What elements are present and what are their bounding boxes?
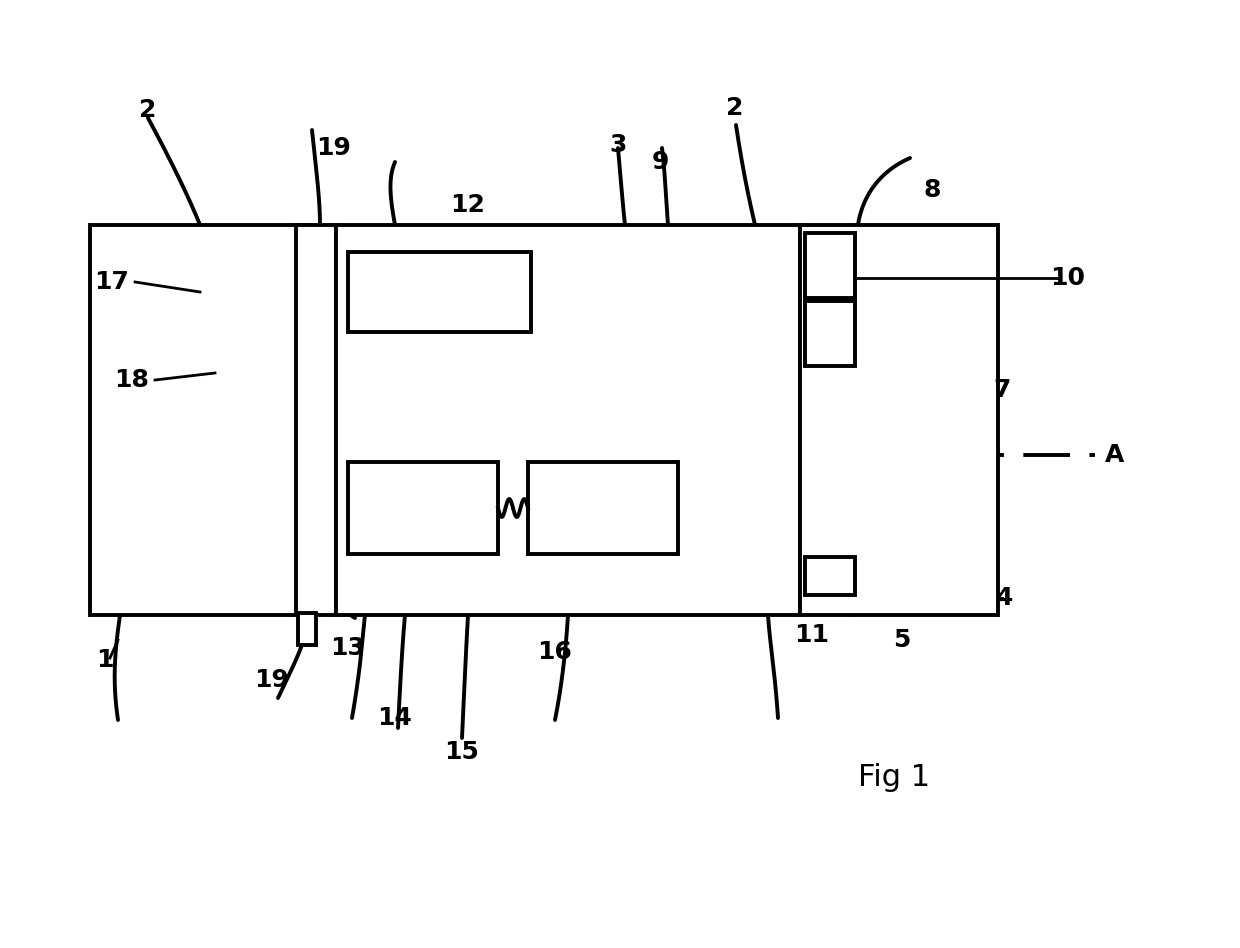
- Text: 10: 10: [1050, 266, 1085, 290]
- Text: 13: 13: [331, 636, 366, 660]
- Bar: [91, 225, 308, 615]
- Text: 14: 14: [377, 706, 413, 730]
- Bar: [800, 225, 998, 615]
- Text: 7: 7: [993, 378, 1011, 402]
- Text: 12: 12: [450, 193, 485, 217]
- Text: 17: 17: [94, 270, 129, 294]
- Text: 19: 19: [254, 668, 289, 692]
- Text: 1: 1: [97, 648, 114, 672]
- Bar: [805, 233, 856, 298]
- Text: 11: 11: [795, 623, 830, 647]
- Bar: [348, 252, 531, 332]
- Bar: [528, 462, 678, 554]
- Text: 8: 8: [924, 178, 941, 202]
- Bar: [805, 557, 856, 595]
- Text: 4: 4: [996, 586, 1013, 610]
- Bar: [348, 462, 498, 554]
- Text: 9: 9: [651, 150, 668, 174]
- Text: 15: 15: [445, 740, 480, 764]
- Bar: [298, 613, 316, 645]
- Text: 5: 5: [893, 628, 910, 652]
- Bar: [336, 225, 800, 615]
- Text: 19: 19: [316, 136, 351, 160]
- Text: 2: 2: [727, 96, 744, 120]
- Text: A: A: [1105, 443, 1125, 467]
- Bar: [296, 225, 336, 615]
- Text: 16: 16: [538, 640, 573, 664]
- Text: Fig 1: Fig 1: [858, 763, 930, 793]
- Text: 2: 2: [139, 98, 156, 122]
- Text: 3: 3: [609, 133, 626, 157]
- Bar: [805, 301, 856, 366]
- Text: 18: 18: [114, 368, 150, 392]
